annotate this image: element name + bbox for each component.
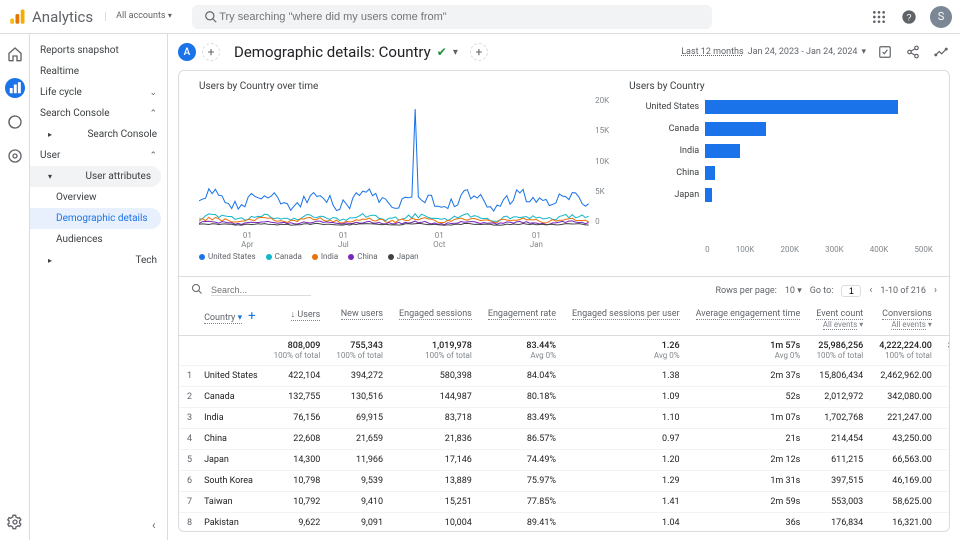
table-row[interactable]: 5Japan14,30011,96617,14674.49%1.202m 12s… bbox=[179, 450, 949, 471]
sidebar-realtime[interactable]: Realtime bbox=[30, 61, 167, 82]
report-panel: Users by Country over time 20K15K10K5K0 … bbox=[178, 70, 950, 532]
analytics-logo-icon bbox=[8, 8, 26, 26]
table-search-input[interactable] bbox=[211, 285, 311, 296]
table-row[interactable]: 2Canada132,755130,516144,98780.18%1.0952… bbox=[179, 387, 949, 408]
sidebar-collapse-icon[interactable]: ‹ bbox=[152, 518, 156, 532]
rail-advertising-icon[interactable] bbox=[5, 146, 25, 166]
table-row[interactable]: 7Taiwan10,7929,41015,25177.85%1.412m 59s… bbox=[179, 492, 949, 513]
caret-down-icon: ▾ bbox=[48, 172, 52, 181]
goto-label: Go to: bbox=[810, 286, 834, 296]
bar-row: China bbox=[629, 162, 933, 184]
apps-icon[interactable] bbox=[870, 8, 888, 26]
logo[interactable]: Analytics bbox=[8, 8, 93, 26]
dimension-picker[interactable]: Country ▾ bbox=[204, 313, 242, 324]
line-chart-svg bbox=[199, 96, 609, 226]
bar-chart-x-axis: 0100K200K300K400K500K bbox=[705, 245, 933, 254]
sidebar: Reports snapshot Realtime Life cycle⌄ Se… bbox=[30, 34, 168, 540]
table-row[interactable]: 4China22,60821,65921,83686.57%0.9721s214… bbox=[179, 429, 949, 450]
insights-icon[interactable] bbox=[932, 43, 950, 61]
bar-chart: Users by Country United StatesCanadaIndi… bbox=[619, 71, 949, 276]
segment-chip[interactable]: A bbox=[178, 43, 196, 61]
search-icon bbox=[191, 283, 203, 298]
sidebar-overview[interactable]: Overview bbox=[30, 187, 167, 208]
line-chart-title: Users by Country over time bbox=[199, 81, 609, 92]
account-picker[interactable]: All accounts ▾ bbox=[105, 12, 172, 22]
content-header: A + Demographic details: Country ✔ ▾ + L… bbox=[168, 34, 960, 70]
rail-reports-icon[interactable] bbox=[5, 78, 25, 98]
page-title[interactable]: Demographic details: Country ✔ ▾ + bbox=[234, 43, 488, 61]
goto-input[interactable] bbox=[841, 285, 861, 297]
date-range-picker[interactable]: Last 12 months Jan 24, 2023 - Jan 24, 20… bbox=[681, 47, 866, 57]
table-row[interactable]: 6South Korea10,7989,53913,88975.97%1.291… bbox=[179, 471, 949, 492]
search-box[interactable] bbox=[192, 5, 712, 29]
line-chart-y-axis: 20K15K10K5K0 bbox=[595, 96, 609, 226]
sidebar-demographic-details[interactable]: Demographic details bbox=[30, 208, 161, 229]
sidebar-tech[interactable]: ▸Tech bbox=[30, 250, 167, 271]
nav-rail bbox=[0, 34, 30, 540]
chevron-down-icon: ⌄ bbox=[149, 88, 157, 98]
bar-chart-title: Users by Country bbox=[629, 81, 933, 92]
bar-chart-bars: United StatesCanadaIndiaChinaJapan bbox=[629, 96, 933, 241]
chevron-down-icon: ▾ bbox=[168, 11, 172, 20]
sidebar-audiences[interactable]: Audiences bbox=[30, 229, 167, 250]
share-icon[interactable] bbox=[904, 43, 922, 61]
customize-icon[interactable] bbox=[876, 43, 894, 61]
chevron-up-icon: ⌃ bbox=[149, 109, 157, 119]
bar-row: Canada bbox=[629, 118, 933, 140]
rail-explore-icon[interactable] bbox=[5, 112, 25, 132]
line-chart-x-axis: 01Apr01Jul01Oct01Jan bbox=[199, 231, 609, 249]
add-dimension-button[interactable]: + bbox=[248, 309, 255, 324]
add-segment-button[interactable]: + bbox=[202, 43, 220, 61]
bar-row: United States bbox=[629, 96, 933, 118]
caret-right-icon: ▸ bbox=[48, 256, 52, 265]
bar-row: India bbox=[629, 140, 933, 162]
caret-right-icon: ▸ bbox=[48, 130, 52, 139]
rail-admin-icon[interactable] bbox=[5, 512, 25, 532]
pagination-range: 1-10 of 216 bbox=[880, 286, 926, 296]
sidebar-reports-snapshot[interactable]: Reports snapshot bbox=[30, 40, 167, 61]
rail-home-icon[interactable] bbox=[5, 44, 25, 64]
line-chart-legend: United StatesCanadaIndiaChinaJapan bbox=[199, 252, 609, 261]
chevron-up-icon: ⌃ bbox=[149, 151, 157, 161]
verified-icon: ✔ bbox=[437, 45, 447, 59]
chevron-down-icon: ▾ bbox=[453, 47, 458, 58]
add-comparison-button[interactable]: + bbox=[470, 43, 488, 61]
help-icon[interactable]: ? bbox=[900, 8, 918, 26]
table-row[interactable]: 1United States422,104394,272580,39884.04… bbox=[179, 366, 949, 387]
line-chart: Users by Country over time 20K15K10K5K0 … bbox=[179, 71, 619, 276]
sidebar-lifecycle[interactable]: Life cycle⌄ bbox=[30, 82, 167, 103]
sidebar-search-console[interactable]: ▸Search Console bbox=[30, 124, 167, 145]
table: Country ▾+↓ UsersNew usersEngaged sessio… bbox=[179, 304, 949, 531]
next-page-button[interactable]: › bbox=[934, 285, 937, 296]
bar-row: Japan bbox=[629, 184, 933, 206]
rows-per-page-label: Rows per page: bbox=[715, 286, 776, 296]
chevron-down-icon: ▾ bbox=[797, 286, 802, 296]
sidebar-user-attributes[interactable]: ▾User attributes bbox=[30, 166, 161, 187]
sidebar-user-group[interactable]: User⌃ bbox=[30, 145, 167, 166]
table-row[interactable]: 8Pakistan9,6229,09110,00489.41%1.0436s17… bbox=[179, 513, 949, 532]
svg-text:?: ? bbox=[906, 12, 911, 22]
sidebar-search-console-group[interactable]: Search Console⌃ bbox=[30, 103, 167, 124]
prev-page-button[interactable]: ‹ bbox=[869, 285, 872, 296]
topbar: Analytics All accounts ▾ ? S bbox=[0, 0, 960, 34]
table-controls: Rows per page: 10 ▾ Go to: ‹ 1-10 of 216… bbox=[179, 276, 949, 304]
chevron-down-icon: ▾ bbox=[861, 47, 866, 57]
rows-per-page-select[interactable]: 10 ▾ bbox=[785, 286, 802, 296]
avatar[interactable]: S bbox=[930, 6, 952, 28]
brand-text: Analytics bbox=[32, 8, 93, 26]
search-input[interactable] bbox=[219, 11, 702, 23]
table-row[interactable]: 3India76,15669,91583,71883.49%1.101m 07s… bbox=[179, 408, 949, 429]
search-icon bbox=[202, 8, 219, 26]
